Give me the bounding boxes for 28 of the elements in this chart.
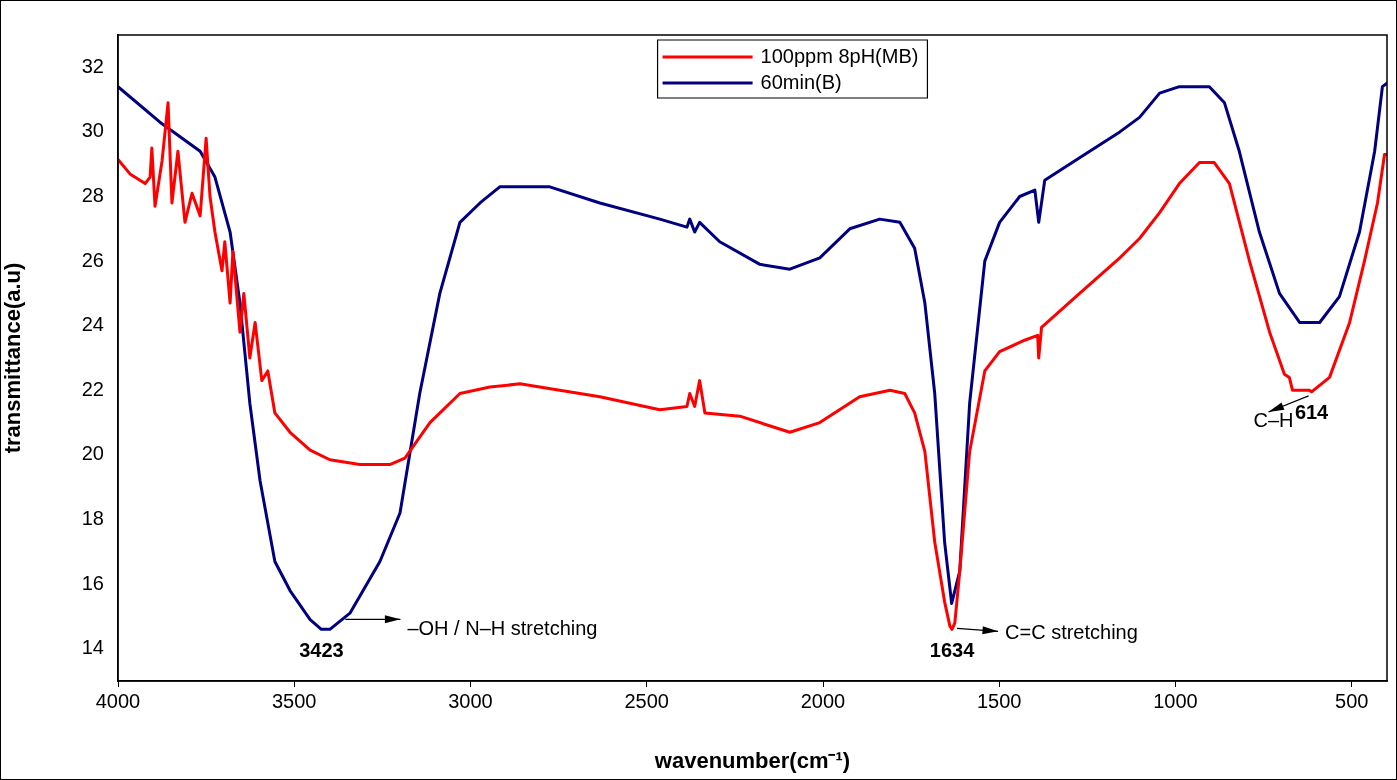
- annotation: 3423: [299, 638, 344, 661]
- y-tick-label: 22: [81, 377, 104, 400]
- annotation: C–H: [1253, 409, 1294, 432]
- y-tick-label: 24: [81, 313, 104, 336]
- y-tick-label: 28: [81, 184, 104, 207]
- x-tick-label: 1500: [977, 689, 1022, 712]
- legend-label: 60min(B): [760, 70, 842, 93]
- annotation: C=C stretching: [1005, 620, 1138, 643]
- x-tick-label: 500: [1335, 689, 1369, 712]
- y-tick-label: 18: [81, 507, 104, 530]
- y-tick-label: 20: [81, 442, 104, 465]
- x-axis-title: wavenumber(cm⁻¹): [653, 747, 851, 773]
- annotation: 614: [1294, 401, 1330, 424]
- legend-label: 100ppm 8pH(MB): [760, 44, 919, 67]
- x-tick-label: 1000: [1153, 689, 1198, 712]
- y-tick-label: 30: [81, 119, 104, 142]
- annotation: –OH / N–H stretching: [407, 616, 598, 639]
- x-tick-label: 3500: [272, 689, 317, 712]
- y-tick-label: 32: [81, 54, 104, 77]
- y-tick-label: 16: [81, 571, 104, 594]
- x-tick-label: 4000: [95, 689, 141, 712]
- x-tick-label: 2000: [800, 689, 846, 712]
- y-tick-label: 14: [81, 636, 104, 659]
- annotation: 1634: [929, 638, 976, 661]
- y-axis-title: transmittance(a.u): [0, 262, 26, 454]
- y-tick-label: 26: [81, 248, 104, 271]
- x-tick-label: 3000: [448, 689, 493, 712]
- x-tick-label: 2500: [624, 689, 669, 712]
